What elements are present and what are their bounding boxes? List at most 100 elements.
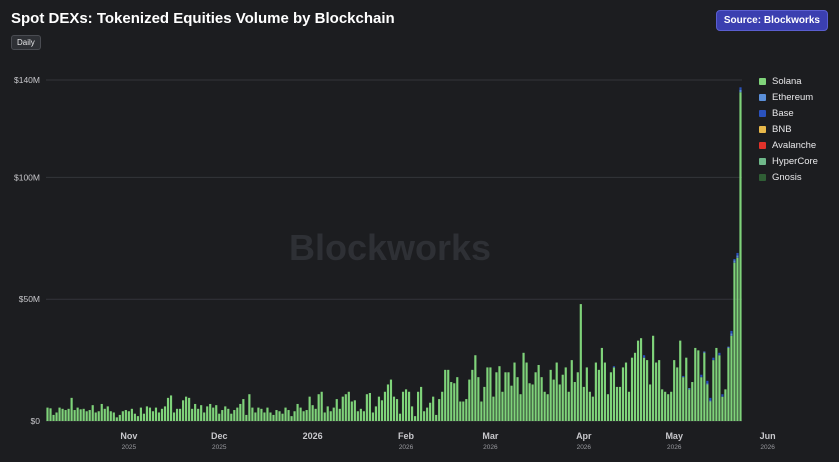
bar-solana [465, 399, 468, 421]
x-tick-label: 2026 [303, 431, 323, 441]
frequency-button[interactable]: Daily [11, 35, 41, 50]
bar-solana [558, 384, 561, 421]
bar-solana [688, 389, 691, 421]
bar-solana [344, 394, 347, 421]
bar-solana [724, 389, 727, 421]
legend-swatch-avalanche [759, 141, 766, 149]
bar-solana [537, 364, 540, 421]
bar-solana [94, 412, 97, 421]
bar-solana [335, 399, 338, 421]
bar-solana [594, 362, 597, 421]
bar-solana [549, 369, 552, 421]
bar-ethereum [733, 260, 736, 263]
x-tick-sublabel: 2026 [667, 444, 682, 451]
bar-solana [182, 400, 185, 421]
legend-item-avalanche[interactable]: Avalanche [759, 137, 818, 153]
legend-item-gnosis[interactable]: Gnosis [759, 169, 818, 185]
legend-label-bnb: BNB [772, 123, 792, 135]
bar-solana [293, 411, 296, 421]
legend-item-solana[interactable]: Solana [759, 73, 818, 89]
bar-solana [148, 407, 152, 421]
bar-solana [67, 408, 70, 421]
bar-solana [371, 412, 374, 421]
bar-solana [118, 414, 121, 421]
bar-solana [257, 407, 260, 421]
bar-solana [522, 352, 525, 421]
bar-base [739, 87, 742, 90]
bars [46, 87, 742, 422]
bar-solana [175, 408, 179, 421]
bar-solana [652, 335, 655, 421]
bar-ethereum [703, 351, 706, 353]
bar-solana [489, 367, 492, 421]
bar-solana [106, 406, 109, 421]
bar-solana [603, 362, 606, 421]
bar-solana [356, 411, 359, 421]
bar-base [642, 355, 646, 358]
bar-solana [206, 406, 209, 421]
bar-solana [290, 416, 293, 421]
bar-solana [691, 382, 694, 421]
bar-ethereum [709, 400, 712, 402]
legend-swatch-hypercore [759, 157, 766, 165]
x-tick-label: Feb [398, 431, 415, 441]
bar-solana [266, 407, 269, 421]
bar-solana [61, 408, 64, 421]
bar-solana [670, 391, 673, 421]
bar-solana [636, 340, 640, 421]
bar-solana [383, 391, 387, 421]
legend-item-hypercore[interactable]: HyperCore [759, 153, 818, 169]
bar-solana [477, 377, 480, 421]
legend-swatch-bnb [759, 125, 766, 133]
bar-ethereum [739, 89, 742, 93]
axes: $0 $50M $100M $140M Nov 2025 Dec 2025 2026 Feb 202… [14, 75, 776, 451]
bar-solana [215, 405, 218, 421]
bar-solana [615, 386, 619, 421]
legend-item-ethereum[interactable]: Ethereum [759, 89, 818, 105]
bar-solana [474, 355, 477, 421]
bar-solana [392, 396, 396, 421]
bar-solana [621, 367, 625, 421]
bar-solana [471, 369, 474, 421]
bar-solana [432, 396, 435, 421]
bar-ethereum [706, 383, 709, 385]
source-button[interactable]: Source: Blockworks [715, 10, 828, 31]
bar-solana [573, 382, 576, 421]
bar-solana [263, 412, 266, 421]
bar-solana [682, 377, 685, 421]
legend-item-bnb[interactable]: BNB [759, 121, 818, 137]
bar-solana [46, 407, 49, 421]
bar-solana [260, 408, 263, 421]
bar-solana [221, 410, 224, 421]
legend-label-gnosis: Gnosis [772, 171, 802, 183]
bar-solana [302, 411, 305, 421]
bar-solana [410, 406, 414, 421]
bar-solana [673, 360, 676, 421]
legend-item-base[interactable]: Base [759, 105, 818, 121]
bar-base [721, 394, 724, 397]
bar-base [718, 352, 721, 356]
bar-solana [727, 347, 730, 421]
bar-solana [546, 394, 549, 421]
bar-base [709, 397, 712, 401]
bar-solana [700, 377, 703, 421]
bar-solana [630, 357, 634, 421]
bar-solana [317, 394, 320, 421]
bar-solana [404, 389, 408, 421]
bar-solana [606, 394, 610, 421]
x-tick-sublabel: 2026 [399, 444, 414, 451]
x-tick-label: Dec [211, 431, 228, 441]
bar-solana [456, 377, 459, 421]
bar-solana [251, 407, 254, 421]
bar-solana [694, 347, 697, 421]
bar-solana [513, 362, 516, 421]
y-tick-label: $100M [14, 172, 40, 182]
bar-base [712, 357, 715, 361]
bar-solana [374, 406, 378, 421]
bar-solana [308, 396, 311, 421]
bar-ethereum [730, 333, 733, 336]
bar-solana [133, 413, 136, 421]
bar-solana [501, 391, 504, 421]
bar-solana [239, 403, 242, 421]
